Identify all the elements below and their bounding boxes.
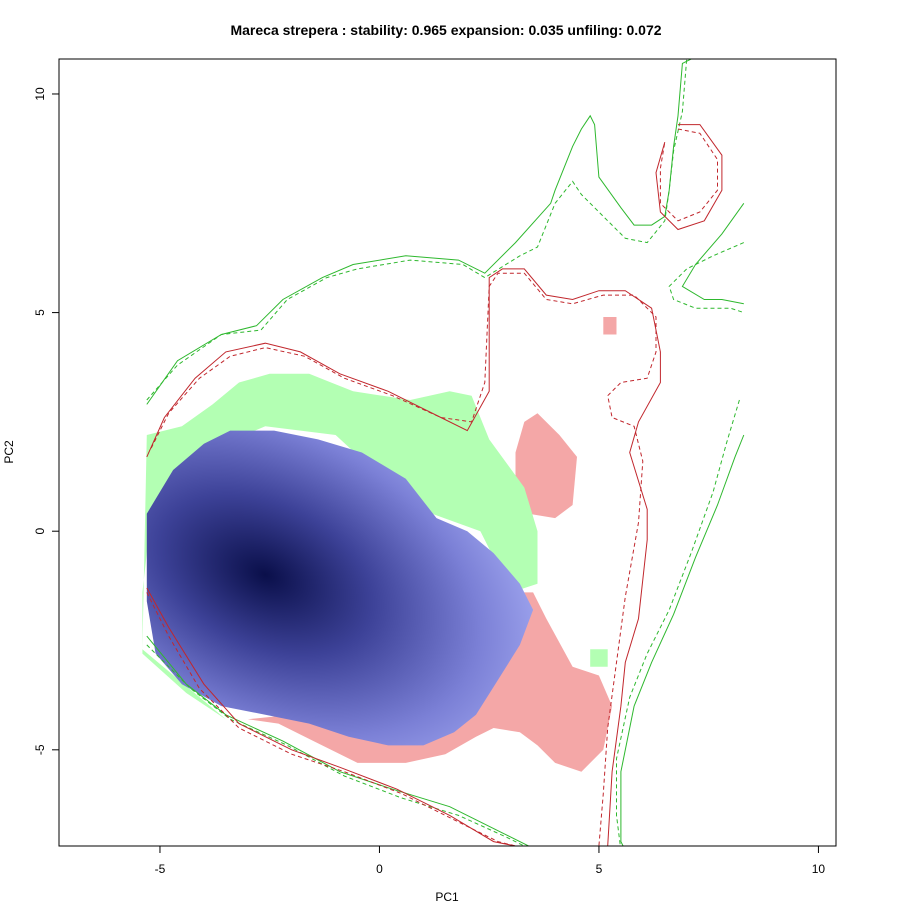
native-env-contour: [146, 587, 519, 846]
invaded-env-contour: [681, 203, 745, 305]
unfilling-region: [603, 317, 617, 335]
invaded-env-dashed-contour: [616, 399, 740, 846]
chart-title: Mareca strepera : stability: 0.965 expan…: [230, 22, 661, 38]
unfilling-region: [515, 413, 577, 519]
invaded-env-contour: [146, 635, 530, 846]
x-axis-label: PC1: [435, 890, 459, 904]
y-tick-label: 10: [33, 87, 47, 101]
y-tick-label: 5: [33, 309, 47, 316]
x-tick-label: 10: [812, 862, 826, 876]
invaded-env-dashed-contour: [668, 242, 744, 314]
native-env-contour: [146, 268, 661, 846]
y-axis: -5 0 5 10: [33, 87, 59, 755]
plot-frame: [58, 58, 837, 847]
expansion-region: [142, 373, 538, 720]
plot-area: [142, 59, 745, 846]
x-tick-label: -5: [155, 862, 166, 876]
y-tick-label: 0: [33, 528, 47, 535]
invaded-env-dashed-contour: [146, 59, 688, 401]
invaded-env-contour: [146, 59, 692, 405]
x-tick-label: 0: [376, 862, 383, 876]
expansion-region: [590, 649, 608, 667]
x-tick-label: 5: [596, 862, 603, 876]
x-axis: -5 0 5 10: [155, 846, 826, 876]
native-env-dashed-contour: [150, 272, 657, 846]
native-env-dashed-contour: [146, 592, 518, 846]
y-tick-label: -5: [33, 744, 47, 755]
native-env-dashed-contour: [659, 128, 718, 222]
invaded-env-contour: [620, 434, 745, 846]
y-axis-label: PC2: [2, 440, 16, 464]
invaded-env-dashed-contour: [146, 644, 526, 846]
stability-density-region: [146, 430, 534, 746]
native-env-contour: [655, 124, 723, 231]
